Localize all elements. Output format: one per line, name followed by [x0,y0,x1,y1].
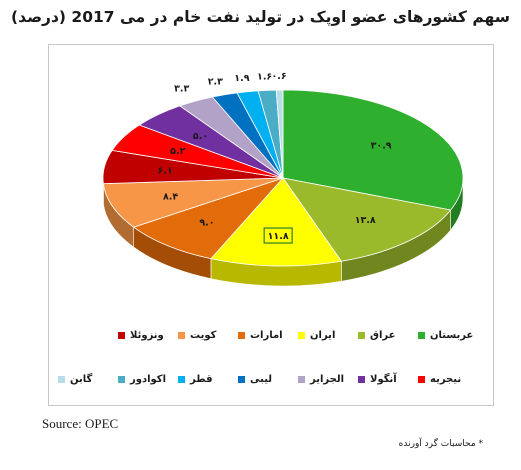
legend-label: ایران [310,330,336,341]
legend-swatch [358,332,365,339]
chart-title: سهم کشورهای عضو اوپک در تولید نفت خام در… [11,8,510,26]
legend-label: ونزوئلا [130,330,164,341]
data-label-8: ۵.۰ [193,131,208,142]
legend-label: اکوادور [130,374,167,385]
legend-swatch [418,376,425,383]
legend-item: عراق [358,330,395,341]
legend-label: نیجریه [430,374,462,385]
pie-slice-13 [275,89,284,179]
legend-swatch [118,332,125,339]
legend-swatch [178,332,185,339]
legend-swatch [238,332,245,339]
data-label-13: ۰.۶ [271,71,286,82]
pie-slice-3 [210,177,343,267]
pie-slice-1 [282,89,464,211]
data-label-7: ۵.۲ [170,146,185,157]
legend-item: نیجریه [418,374,461,385]
data-label-3: ۱۱.۸ [268,231,289,242]
data-labels: ۳۰.۹ ۱۳.۸ ۱۱.۸ ۹.۰ ۸.۴ ۶.۱ ۵.۲ ۵.۰ ۳.۳ ۲.۳ ۱.۹ ۱.۶ ۰… [158,71,392,244]
legend-swatch [298,376,305,383]
legend-item: ایران [298,330,335,341]
footnote: * محاسبات گرد آورنده [398,439,483,449]
legend-swatch [298,332,305,339]
legend-swatch [178,376,185,383]
legend-label: لیبی [250,374,273,385]
legend-label: الجزایر [310,374,345,385]
legend-label: آنگولا [370,374,397,385]
data-label-11: ۱.۹ [234,73,249,84]
legend-swatch [358,376,365,383]
legend-item: قطر [178,374,213,385]
legend-label: گابن [70,374,93,385]
legend-item: کویت [178,330,216,341]
pie-slices [102,89,464,267]
pie-slice-2 [282,177,452,262]
data-label-2: ۱۳.۸ [355,215,376,226]
source-note: Source: OPEC [42,416,119,431]
legend-item: گابن [58,374,92,385]
data-label-4: ۹.۰ [199,218,214,229]
legend-label: قطر [190,374,213,385]
legend-label: امارات [250,330,283,341]
legend-item: ونزوئلا [118,330,164,341]
data-label-5: ۸.۴ [163,192,178,203]
data-label-10: ۲.۳ [208,76,223,87]
legend-item: امارات [238,330,283,341]
legend-label: کویت [190,330,217,341]
data-label-1: ۳۰.۹ [371,140,392,151]
legend-swatch [238,376,245,383]
legend-item: لیبی [238,374,272,385]
pie-slice-4 [132,177,285,260]
legend-swatch [418,332,425,339]
legend-label: عربستان [430,330,474,341]
data-label-9: ۳.۳ [174,84,189,95]
legend-label: عراق [370,330,396,341]
data-label-6: ۶.۱ [158,166,173,177]
data-label-12: ۱.۶ [257,71,272,82]
pie-slice-5 [102,177,284,228]
legend-item: آنگولا [358,374,397,385]
legend-swatch [58,376,65,383]
legend-item: اکوادور [118,374,166,385]
data-label-box-3 [263,227,293,244]
legend-item: عربستان [418,330,473,341]
legend-swatch [118,376,125,383]
legend-item: الجزایر [298,374,344,385]
